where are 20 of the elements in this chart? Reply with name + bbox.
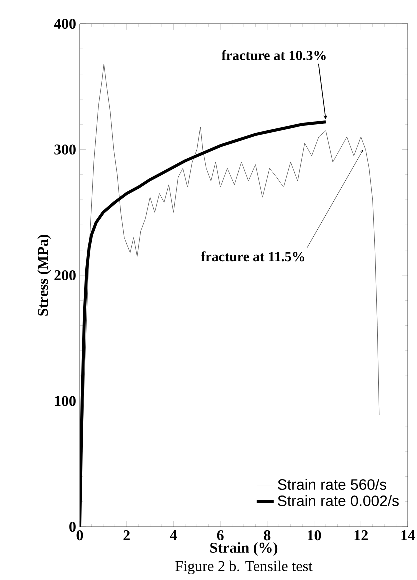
y-tick-label: 200 xyxy=(54,270,76,281)
y-axis-title: Stress (MPa) xyxy=(38,235,52,316)
legend-label: Strain rate 560/s xyxy=(278,479,387,490)
annotation: fracture at 10.3% xyxy=(222,50,326,60)
y-tick-label: 400 xyxy=(54,18,76,30)
x-tick-label: 8 xyxy=(264,530,271,541)
x-axis-title: Strain (%) xyxy=(210,542,278,556)
x-tick-label: 6 xyxy=(217,530,224,541)
y-tick-label: 300 xyxy=(54,144,76,155)
x-tick-label: 12 xyxy=(354,530,368,540)
x-tick-label: 2 xyxy=(124,530,130,540)
x-tick-label: 0 xyxy=(76,530,84,541)
x-tick-label: 14 xyxy=(402,530,416,540)
y-tick-label: 0 xyxy=(70,522,76,532)
caption: Figure 2 b. Tensile test xyxy=(176,560,313,574)
x-tick-label: 10 xyxy=(308,530,322,541)
annotation: fracture at 11.5% xyxy=(201,252,304,262)
y-tick-label: 100 xyxy=(55,396,76,406)
legend-label: Strain rate 0.002/s xyxy=(278,495,399,506)
x-tick-label: 4 xyxy=(170,530,178,540)
